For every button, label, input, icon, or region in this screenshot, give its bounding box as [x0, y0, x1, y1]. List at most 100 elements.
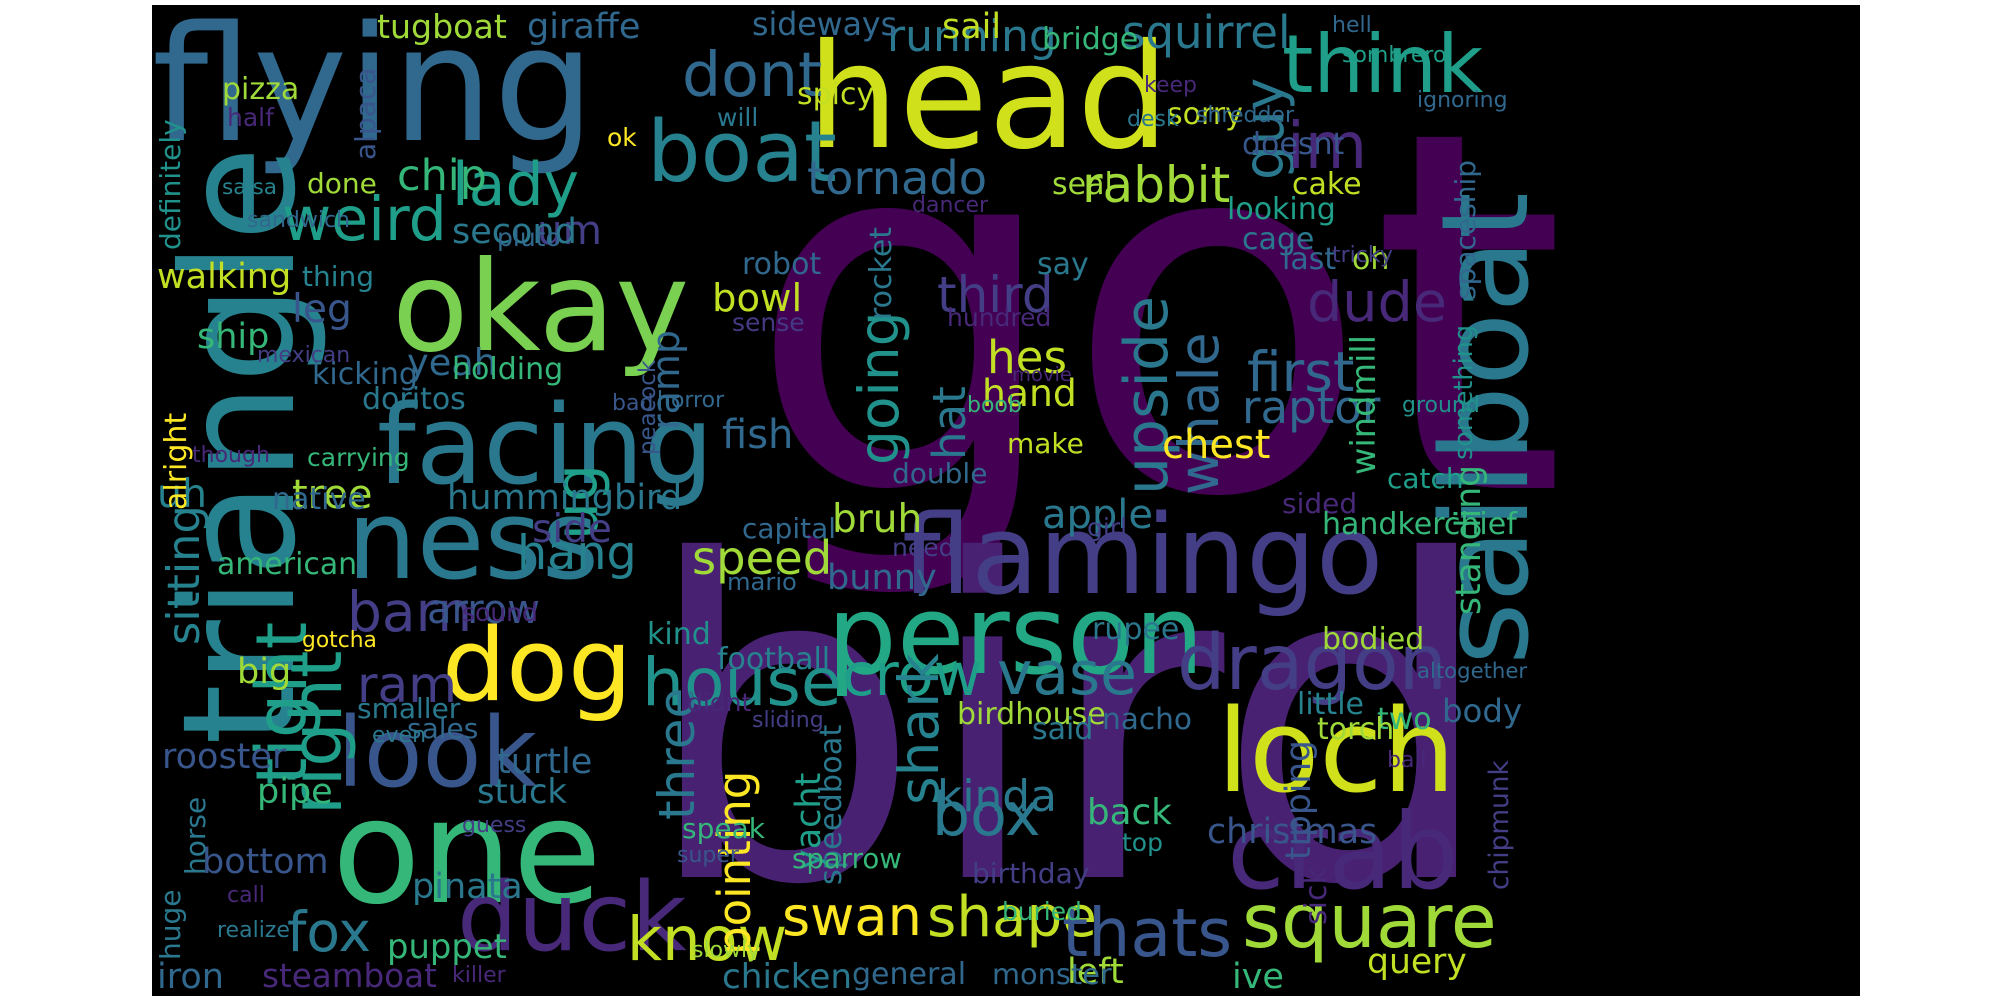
word-gotcha: gotcha: [302, 628, 377, 653]
word-hand: hand: [982, 371, 1077, 415]
word-dog: dog: [442, 606, 633, 724]
word-got: got: [747, 24, 1567, 606]
word-huge: huge: [154, 889, 187, 961]
word-sense: sense: [732, 308, 805, 337]
word-half: half: [227, 103, 274, 132]
word-speak: speak: [682, 812, 765, 845]
word-spicy: spicy: [797, 77, 875, 112]
word-christmas: christmas: [1207, 812, 1378, 852]
word-flamingo: flamingo: [902, 491, 1384, 619]
word-ship: ship: [197, 317, 270, 357]
word-doritos: doritos: [362, 382, 466, 417]
word-box: box: [932, 780, 1041, 850]
word-first: first: [1247, 340, 1355, 404]
word-big: big: [237, 652, 292, 692]
word-sideways: sideways: [752, 7, 898, 43]
word-thing: thing: [302, 260, 375, 293]
word-sorry: sorry: [1167, 97, 1243, 132]
word-will: will: [717, 103, 759, 132]
word-call: call: [227, 883, 265, 908]
word-raptor: raptor: [1242, 381, 1381, 434]
word-horror: horror: [657, 388, 725, 413]
word-two: two: [1377, 702, 1432, 737]
word-shape: shape: [927, 885, 1097, 950]
word-body: body: [1442, 692, 1523, 730]
word-crab: crab: [1227, 791, 1459, 913]
word-okay: okay: [392, 235, 690, 380]
word-salsa: salsa: [222, 175, 277, 200]
word-pluto: pluto: [497, 223, 561, 252]
word-giraffe: giraffe: [527, 7, 641, 47]
word-football: football: [717, 642, 831, 677]
word-steamboat: steamboat: [262, 957, 437, 995]
word-speed: speed: [692, 531, 833, 585]
word-alright: alright: [159, 412, 194, 510]
word-flying: flying: [152, 5, 595, 178]
word-thats: thats: [1062, 894, 1233, 972]
word-buried: buried: [1002, 897, 1082, 926]
word-dragon: dragon: [1177, 618, 1448, 707]
word-girl: girl: [1087, 513, 1128, 542]
word-standing: standing: [1449, 464, 1489, 615]
word-mexican: mexican: [257, 343, 351, 368]
word-need: need: [892, 533, 955, 562]
word-ness: ness: [347, 476, 600, 604]
word-birdhouse: birdhouse: [957, 697, 1106, 732]
word-cake: cake: [1292, 167, 1362, 202]
word-peacock: peacock: [635, 359, 661, 455]
word-general: general: [852, 957, 967, 992]
word-pipe: pipe: [257, 772, 333, 812]
word-bird: bird: [642, 469, 1497, 981]
word-arrow: arrow: [427, 587, 541, 633]
word-bowl: bowl: [712, 276, 803, 321]
word-keep: keep: [1144, 73, 1197, 98]
word-super: super: [677, 843, 739, 868]
word-altogether: altogether: [1417, 658, 1528, 683]
word-bottom: bottom: [202, 842, 329, 882]
word-uh: uh: [157, 471, 207, 517]
word-running: running: [887, 11, 1057, 62]
word-sitting: sitting: [158, 505, 210, 645]
word-american: american: [217, 547, 358, 582]
word-monster: monster: [992, 957, 1112, 991]
word-barn: barn: [347, 580, 473, 644]
word-sided: sided: [1282, 487, 1358, 520]
word-leg: leg: [292, 287, 352, 332]
word-hell: hell: [1332, 13, 1372, 38]
word-definitely: definitely: [154, 119, 187, 250]
word-guess: guess: [462, 813, 527, 838]
word-ok: ok: [607, 123, 637, 152]
word-hang: hang: [517, 526, 637, 581]
word-sick: sick: [1299, 867, 1334, 925]
word-one: one: [332, 768, 602, 937]
word-slowly: slowly: [692, 938, 761, 963]
word-tree: tree: [292, 472, 373, 518]
word-say: say: [1037, 247, 1089, 282]
word-left: left: [1067, 952, 1124, 992]
word-sail: sail: [942, 7, 1002, 47]
word-bridge: bridge: [1042, 22, 1139, 57]
word-robot: robot: [742, 247, 822, 282]
word-um: um: [537, 206, 602, 254]
word-catch: catch: [1387, 462, 1464, 495]
word-head: head: [807, 13, 1170, 182]
word-chest: chest: [1162, 422, 1271, 468]
word-dont: dont: [682, 39, 823, 111]
word-rooster: rooster: [162, 737, 287, 777]
word-fox: fox: [287, 900, 371, 964]
word-back: back: [1087, 792, 1172, 833]
word-walking: walking: [157, 257, 292, 297]
word-handkerchief: handkerchief: [1322, 507, 1517, 542]
word-bunny: bunny: [827, 557, 937, 598]
word-capital: capital: [742, 512, 837, 545]
word-kicking: kicking: [312, 357, 418, 392]
word-chip: chip: [397, 151, 487, 201]
word-done: done: [307, 167, 377, 200]
word-said: said: [1032, 712, 1094, 747]
word-tugboat: tugboat: [377, 7, 507, 46]
word-kinda: kinda: [937, 771, 1057, 822]
word-weird: weird: [282, 185, 447, 255]
word-loch: loch: [1217, 685, 1456, 819]
word-desk: desk: [1127, 107, 1179, 132]
word-third: third: [937, 266, 1054, 324]
